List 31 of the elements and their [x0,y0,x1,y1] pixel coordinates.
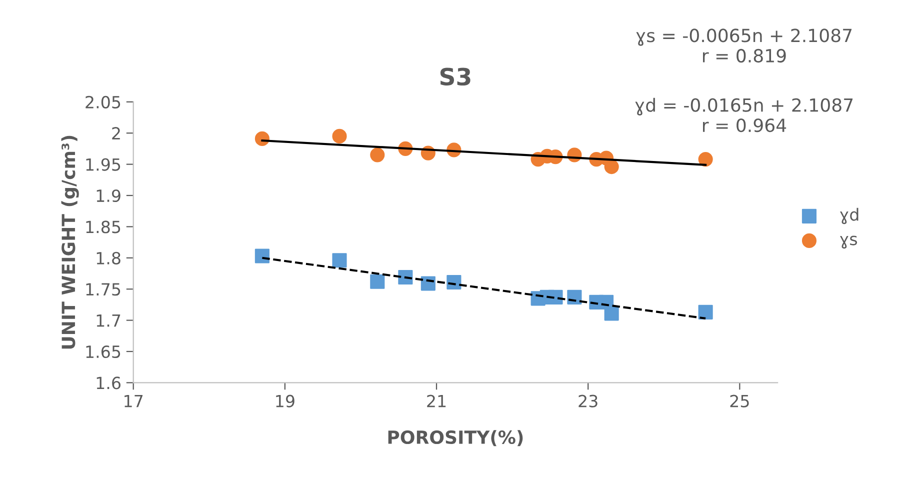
y-axis-title: UNIT WEIGHT (g/cm³) [61,136,79,349]
y-tick-label: 2 [112,127,120,140]
point [332,253,347,268]
y-tick-label: 1.9 [96,189,120,202]
y-tick-label: 1.8 [96,252,120,264]
y-tick-label: 1.85 [86,220,120,234]
y-tick-label: 1.7 [96,314,120,327]
x-tick-label: 25 [730,394,749,408]
x-tick-label: 21 [427,394,446,408]
point [698,304,713,320]
x-tick-label: 19 [276,394,294,408]
y-tick-label: 1.6 [96,376,120,390]
y-tick-label: 2.05 [86,96,120,108]
annotation: ɣd = -0.0165n + 2.1087 r = 0.964 [635,98,853,132]
y-tick-label: 1.75 [86,283,120,296]
legend-label: ɣd [840,208,858,224]
point [698,152,713,167]
chart-title: S3 [440,68,470,86]
y-tick-label: 1.65 [86,345,120,358]
y-tick-label: 1.95 [86,158,120,171]
x-tick-label: 23 [578,394,598,408]
point [604,160,619,174]
text: ɣs = -0.0065n + 2.1087 r = 0.819 [636,28,852,63]
legend-label: ɣs [840,236,858,249]
point [332,128,347,144]
point [254,248,270,264]
point [604,306,619,321]
point [370,274,385,289]
x-tick-label: 17 [124,395,143,408]
x-axis-title: POROSITY(%) [388,430,523,446]
point [370,148,385,162]
